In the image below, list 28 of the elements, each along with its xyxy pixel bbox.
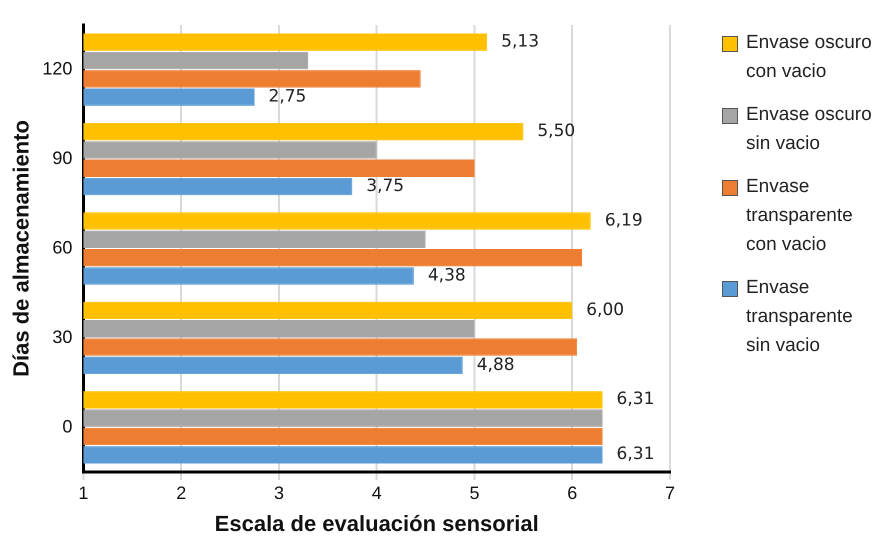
data-label: 4,88 — [476, 354, 515, 375]
legend-label: Envase oscuro sin vacio — [746, 103, 873, 156]
x-tick-label: 5 — [469, 482, 480, 503]
x-tick-label: 1 — [78, 482, 88, 503]
y-axis-title: Días de almacenamiento — [8, 120, 34, 377]
data-label: 6,00 — [586, 300, 624, 320]
data-label: 6,19 — [604, 210, 643, 230]
data-label: 3,75 — [366, 176, 404, 196]
data-label: 4,38 — [428, 265, 466, 286]
y-tick-label: 120 — [42, 58, 72, 79]
legend-label: Envase transparente con vacio — [746, 175, 854, 257]
x-tick-label: 4 — [372, 482, 382, 503]
data-label: 5,50 — [537, 121, 576, 142]
x-tick-label: 6 — [567, 482, 578, 503]
x-tick-label: 7 — [664, 482, 676, 503]
data-label: 6,31 — [616, 389, 654, 410]
y-tick-label: 60 — [52, 237, 72, 258]
data-label: 5,13 — [501, 32, 540, 52]
x-tick-label: 2 — [176, 482, 186, 503]
legend-label: Envase transparente sin vacio — [746, 276, 854, 358]
y-tick-label: 30 — [52, 326, 72, 347]
legend-label: Envase oscuro con vacio — [746, 31, 873, 84]
data-label: 6,31 — [616, 444, 654, 464]
y-tick-label: 90 — [52, 148, 72, 168]
x-axis-title: Escala de evaluación sensorial — [214, 510, 539, 536]
data-label: 2,75 — [268, 86, 306, 107]
x-tick-label: 3 — [274, 482, 284, 503]
y-tick-label: 0 — [62, 416, 72, 436]
